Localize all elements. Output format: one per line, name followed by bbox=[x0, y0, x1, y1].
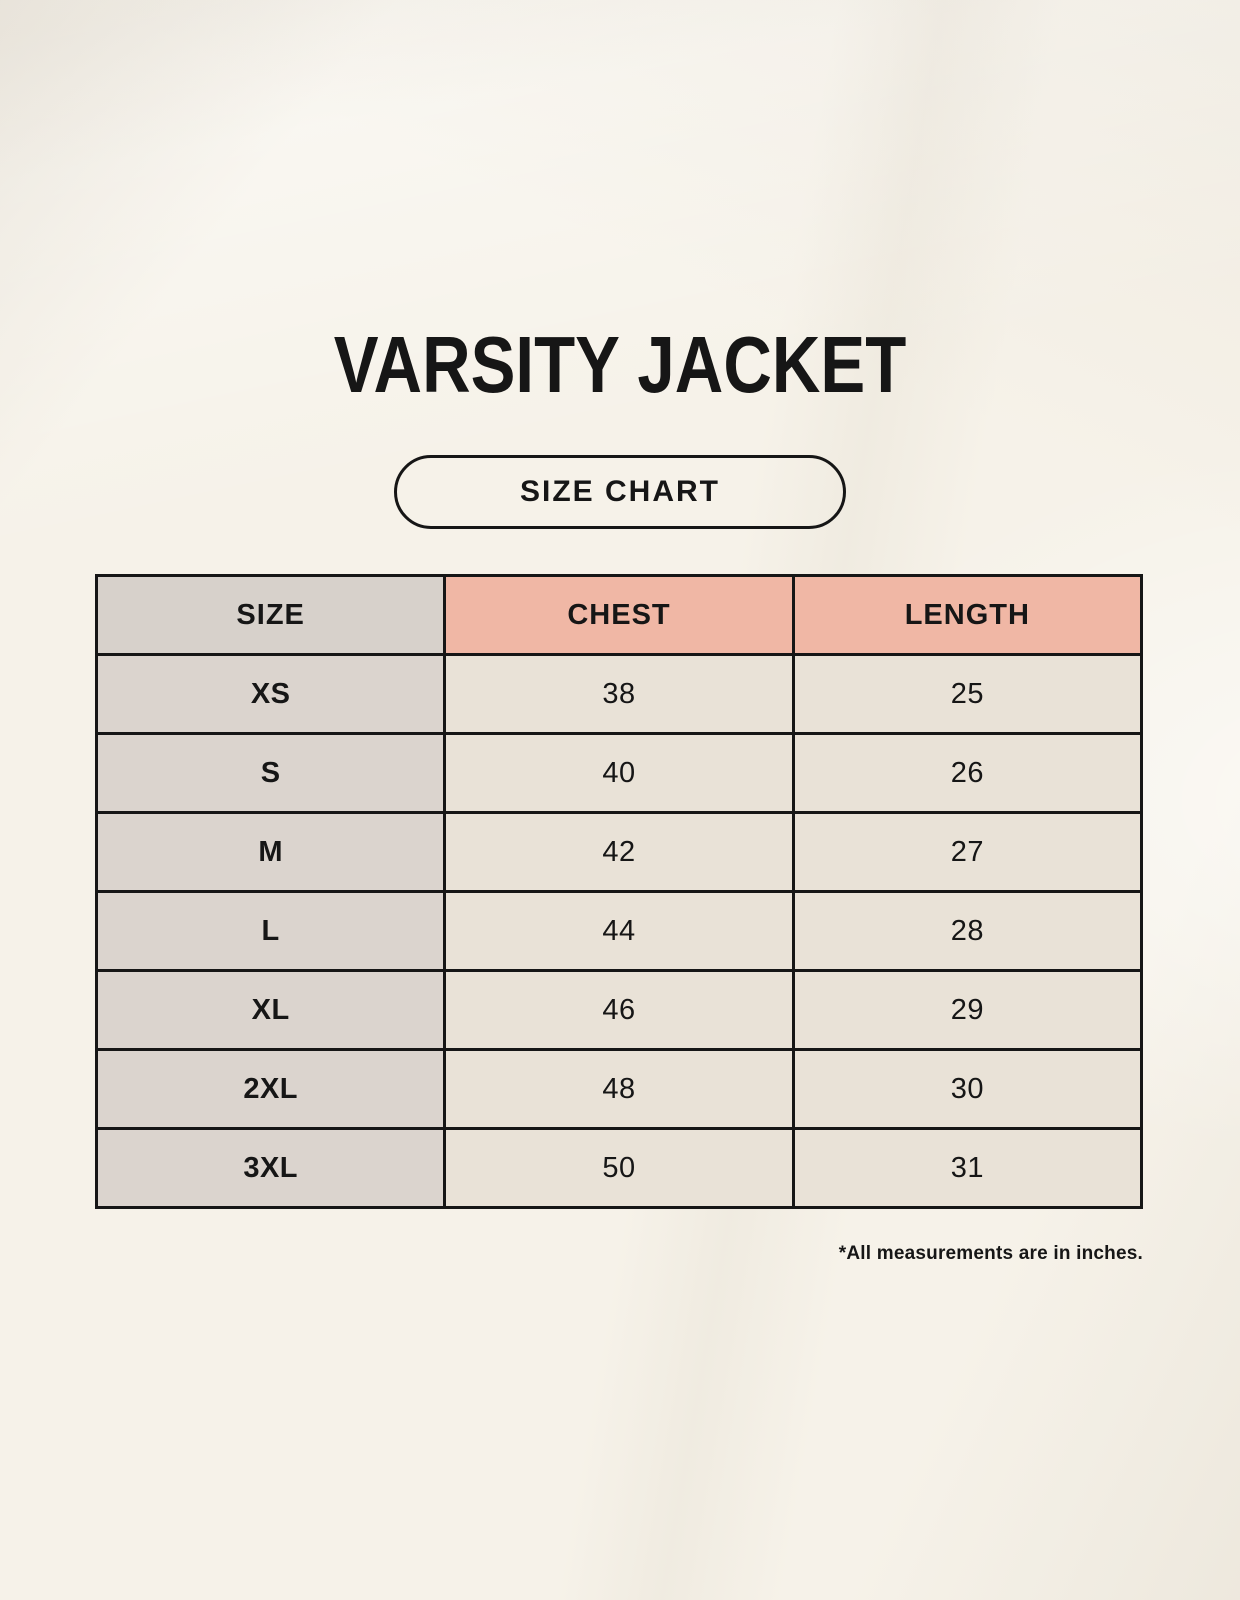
size-chart-button[interactable]: SIZE CHART bbox=[394, 455, 846, 529]
size-table: SIZE CHEST LENGTH XS 38 25 S 40 26 M 42 27 L 44 28 X… bbox=[94, 574, 1144, 1209]
table-row: M 42 27 bbox=[94, 811, 1144, 893]
chest-cell: 42 bbox=[443, 811, 795, 893]
chest-cell: 48 bbox=[443, 1048, 795, 1130]
chest-cell: 44 bbox=[443, 890, 795, 972]
column-header-chest: CHEST bbox=[443, 574, 795, 656]
column-header-length: LENGTH bbox=[791, 574, 1144, 656]
size-cell: L bbox=[94, 890, 447, 972]
table-row: S 40 26 bbox=[94, 732, 1144, 814]
size-cell: 2XL bbox=[94, 1048, 447, 1130]
table-header-row: SIZE CHEST LENGTH bbox=[94, 574, 1144, 656]
table-row: 2XL 48 30 bbox=[94, 1048, 1144, 1130]
chest-cell: 38 bbox=[443, 653, 795, 735]
size-cell: S bbox=[94, 732, 447, 814]
table-row: XS 38 25 bbox=[94, 653, 1144, 735]
length-cell: 28 bbox=[791, 890, 1144, 972]
length-cell: 25 bbox=[791, 653, 1144, 735]
table-row: 3XL 50 31 bbox=[94, 1127, 1144, 1209]
chest-cell: 40 bbox=[443, 732, 795, 814]
table-row: XL 46 29 bbox=[94, 969, 1144, 1051]
chest-cell: 50 bbox=[443, 1127, 795, 1209]
table-row: L 44 28 bbox=[94, 890, 1144, 972]
length-cell: 26 bbox=[791, 732, 1144, 814]
size-cell: XS bbox=[94, 653, 447, 735]
length-cell: 29 bbox=[791, 969, 1144, 1051]
size-cell: M bbox=[94, 811, 447, 893]
size-cell: 3XL bbox=[94, 1127, 447, 1209]
length-cell: 31 bbox=[791, 1127, 1144, 1209]
length-cell: 30 bbox=[791, 1048, 1144, 1130]
chest-cell: 46 bbox=[443, 969, 795, 1051]
size-cell: XL bbox=[94, 969, 447, 1051]
column-header-size: SIZE bbox=[94, 574, 447, 656]
product-title: VARSITY JACKET bbox=[333, 320, 907, 409]
size-chart-button-label: SIZE CHART bbox=[520, 475, 720, 508]
measurements-note: *All measurements are in inches. bbox=[838, 1243, 1143, 1264]
length-cell: 27 bbox=[791, 811, 1144, 893]
